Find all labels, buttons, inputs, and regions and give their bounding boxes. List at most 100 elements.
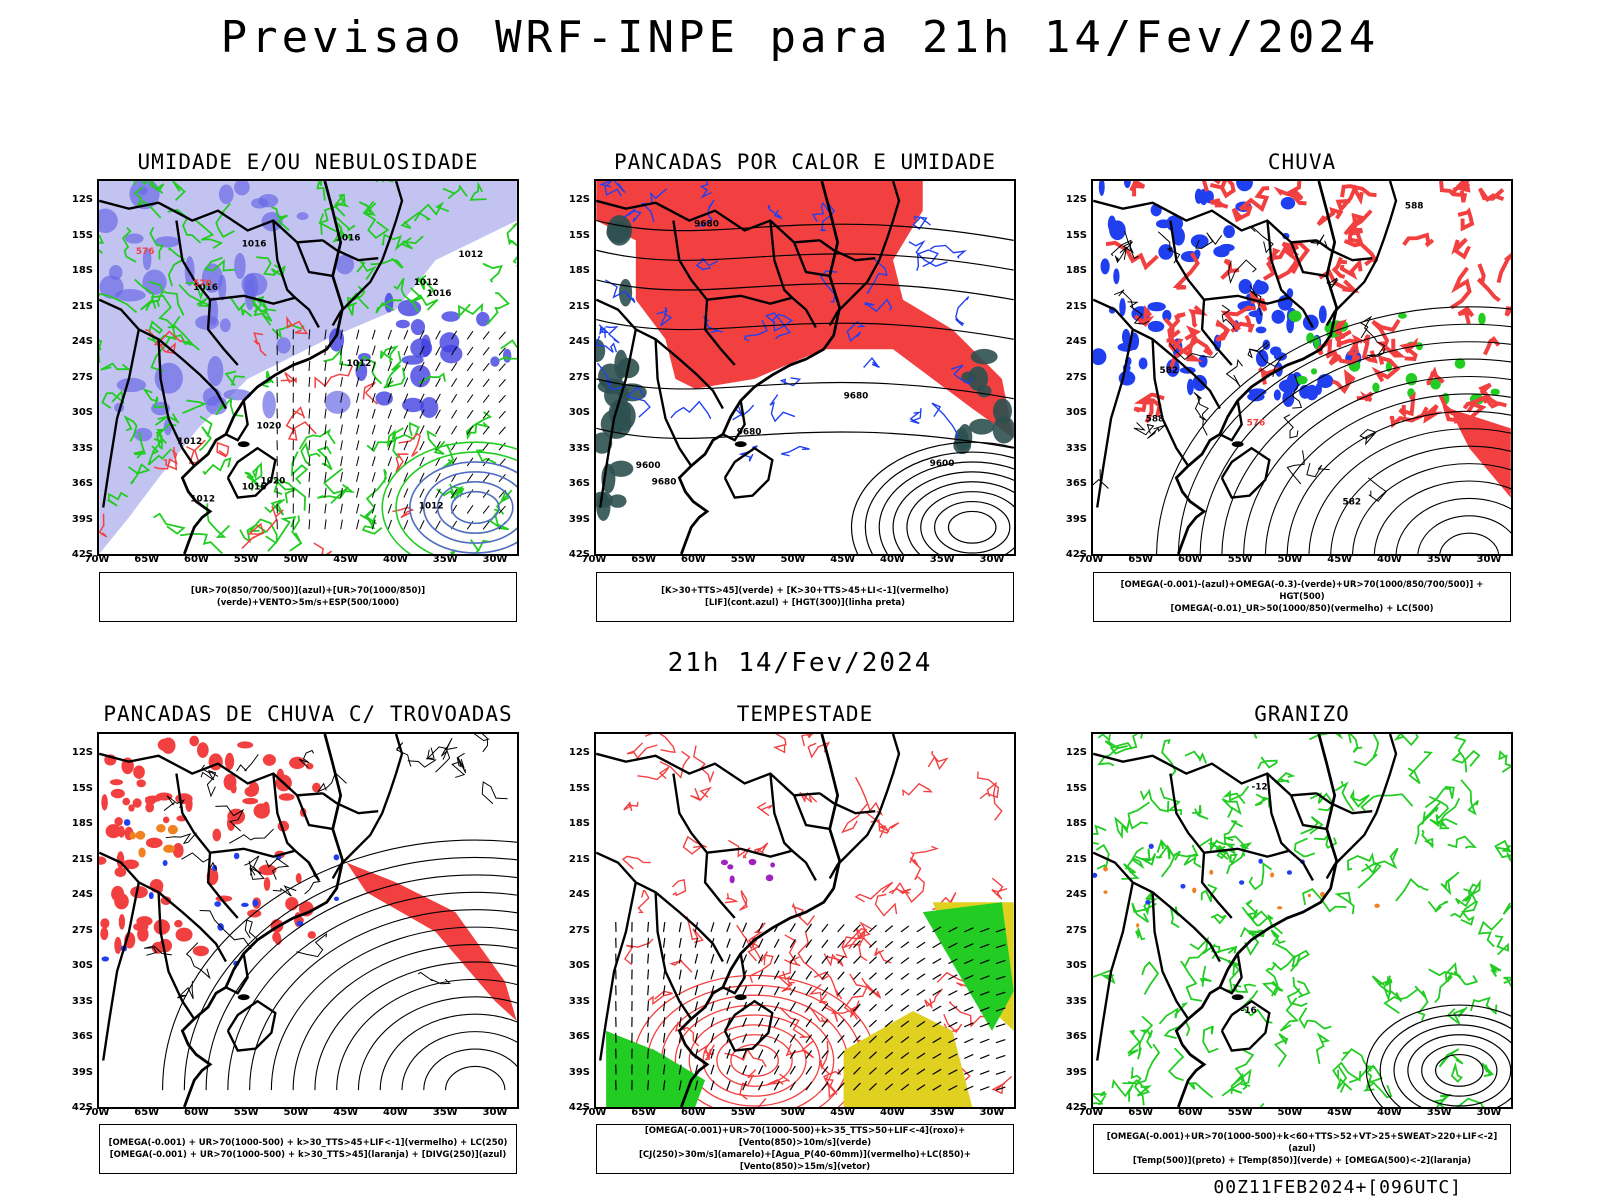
lat-label: 18S [568,265,590,276]
hail-area [1258,858,1263,864]
temperature-850-contour [1160,853,1202,878]
wind-vector [451,346,458,356]
lon-label: 50W [780,554,806,565]
temperature-850-contour [1336,1066,1353,1093]
thunderstorm-area [224,752,235,771]
lat-label: 42S [71,1102,93,1113]
wind-vector [995,1086,1006,1091]
temperature-850-contour [1253,734,1258,739]
border-line [706,847,817,882]
wind-vector [979,959,990,965]
rh-low-level-contour [441,443,455,470]
precipitable-water-contour [647,990,673,1006]
omega-area [1286,373,1298,391]
rh-low-level-contour [383,367,406,389]
temperature-850-contour [1494,934,1510,956]
rh-low-level-contour [153,423,177,450]
precipitable-water-contour [823,1068,842,1099]
temperature-850-contour [1221,798,1242,818]
temperature-850-contour [1223,820,1244,849]
precipitable-water-contour [749,954,774,983]
thunderstorm-area [153,919,170,935]
map-granizo: -12 -16 [1091,732,1513,1109]
wind-vector [371,472,376,482]
lifted-index-contour [598,324,610,338]
streamline [272,885,297,897]
wind-vector [435,377,441,388]
wind-vector [403,424,409,435]
temperature-850-contour [1414,806,1439,845]
lon-label: 50W [1277,1107,1303,1118]
wind-vector [789,1033,796,1044]
thickness-contour [285,406,306,431]
precipitable-water-contour [986,781,1003,821]
streamline [185,942,211,980]
lat-label: 15S [1065,782,1087,794]
thickness-contour [398,432,421,458]
instability-area [135,830,146,840]
wind-vector [995,1054,1006,1060]
humidity-core [410,365,431,388]
omega-area [1270,872,1275,878]
streamline [162,839,517,1091]
rh-low-level-contour [167,208,202,244]
wind-vector [435,409,441,419]
thunderstorm-area [133,765,145,779]
wind-vector [995,928,1006,933]
height-contour [596,219,1014,241]
precipitable-water-contour [624,938,654,966]
lat-label: 18S [1065,265,1087,276]
panel-title-tempestade: TEMPESTADE [736,702,874,726]
map-canvas-pancadas-calor: 9680 9680 9600 9680 9680 9600 [596,181,1014,554]
lat-label: 30S [568,960,590,971]
temperature-850-contour [1200,883,1218,903]
border-line [1151,339,1190,467]
thickness-contour [99,513,108,538]
temperature-500-contour [1365,1004,1511,1107]
thunderstorm-area [212,828,222,842]
lon-label: 35W [1426,554,1452,565]
temperature-850-contour [1265,962,1279,997]
wind-vector [403,488,409,498]
temperature-850-contour [1093,824,1107,845]
wind-vector [466,410,474,419]
temperature-850-contour [1440,871,1460,896]
lat-label: 24S [1065,889,1087,900]
wind-vector [498,505,506,514]
wind-vector [726,938,731,948]
wind-vector [773,1002,780,1012]
wind-vector [662,1032,666,1043]
humidity-core [441,311,460,322]
lat-label: 33S [568,995,590,1007]
omega-area [1318,305,1327,324]
rh-low-level-contour [409,287,439,311]
wind-vector [726,1049,731,1059]
rh-low-level-contour [500,339,517,350]
lat-label: 39S [1065,513,1087,525]
wind-vector [662,937,666,948]
lat-label: 21S [71,853,93,865]
thunderstorm-area [258,864,277,876]
omega-area [1238,278,1253,294]
lat-label: 12S [568,194,590,205]
lat-label: 42S [1065,549,1087,560]
wind-vector [482,410,490,419]
omega-area [1276,906,1283,910]
legend-chuva: [OMEGA(-0.001)-(azul)+OMEGA(-0.3)-(verde… [1093,572,1511,622]
omega-area [1100,258,1110,275]
lat-label: 30S [71,407,93,418]
panel-title-umidade: UMIDADE E/OU NEBULOSIDADE [137,150,479,174]
severe-area [765,874,774,882]
omega-area [1271,309,1285,324]
lifted-index-contour [699,181,712,199]
rh-low-level-contour [375,181,394,183]
thunderstorm-area [262,801,270,815]
wind-vector [308,424,311,435]
rh-low-level-contour [498,355,517,361]
precipitable-water-contour [909,857,922,881]
streamline [1373,480,1511,554]
wind-vector [678,1017,682,1027]
wind-vector [482,347,490,356]
wind-vector [742,922,748,933]
lat-label: 42S [1065,1102,1087,1113]
